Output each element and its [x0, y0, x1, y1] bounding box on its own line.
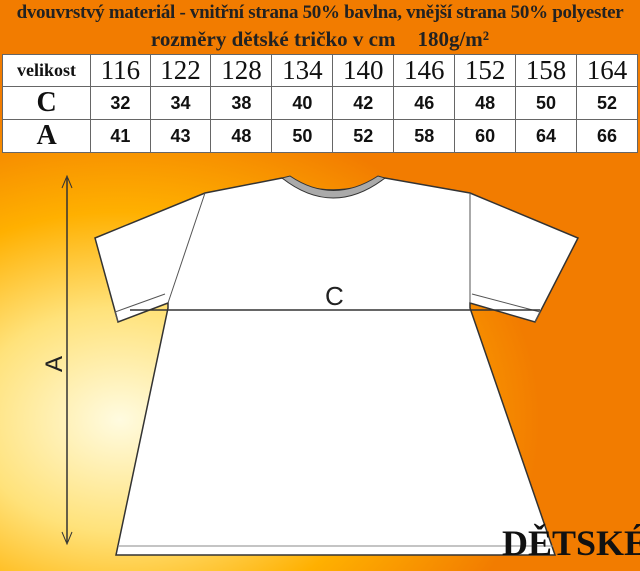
arrow-head-bottom	[61, 531, 73, 546]
value-cell: 38	[210, 86, 273, 120]
material-line: dvouvrstvý materiál - vnitřní strana 50%…	[16, 2, 624, 23]
size-cell: 146	[393, 54, 456, 87]
size-cell: 134	[271, 54, 334, 87]
value-cell: 48	[210, 119, 273, 153]
table-row-a: A 41 43 48 50 52 58 60 64 66	[1, 119, 638, 153]
value-cell: 32	[90, 86, 151, 120]
size-cell: 158	[515, 54, 578, 87]
value-cell: 52	[332, 119, 395, 153]
value-cell: 41	[90, 119, 151, 153]
title-text: rozměry dětské tričko v cm	[150, 27, 396, 51]
value-cell: 48	[454, 86, 517, 120]
size-cell: 128	[210, 54, 273, 87]
collar	[280, 175, 387, 199]
value-cell: 52	[576, 86, 638, 120]
length-label: A	[41, 356, 68, 372]
weight: 180g/m²	[417, 27, 490, 51]
value-cell: 66	[576, 119, 638, 153]
value-cell: 50	[271, 119, 334, 153]
value-cell: 40	[271, 86, 334, 120]
size-header-row: velikost 116 122 128 134 140 146 152 158 164	[1, 54, 638, 87]
value-cell: 58	[393, 119, 456, 153]
brand-label: DĚTSKÉ	[502, 523, 640, 563]
size-table: velikost 116 122 128 134 140 146 152 158 164 C 3…	[1, 54, 638, 153]
arrow-head-top	[61, 174, 73, 189]
value-cell: 64	[515, 119, 578, 153]
value-cell: 60	[454, 119, 517, 153]
row-label: A	[1, 119, 92, 153]
width-label: C	[325, 281, 344, 311]
size-cell: 164	[576, 54, 638, 87]
sleeve-seams	[114, 192, 541, 323]
chart-title: rozměry dětské tričko v cm 180g/m²	[0, 27, 640, 52]
value-cell: 43	[149, 119, 212, 153]
tshirt-outline	[94, 177, 580, 556]
